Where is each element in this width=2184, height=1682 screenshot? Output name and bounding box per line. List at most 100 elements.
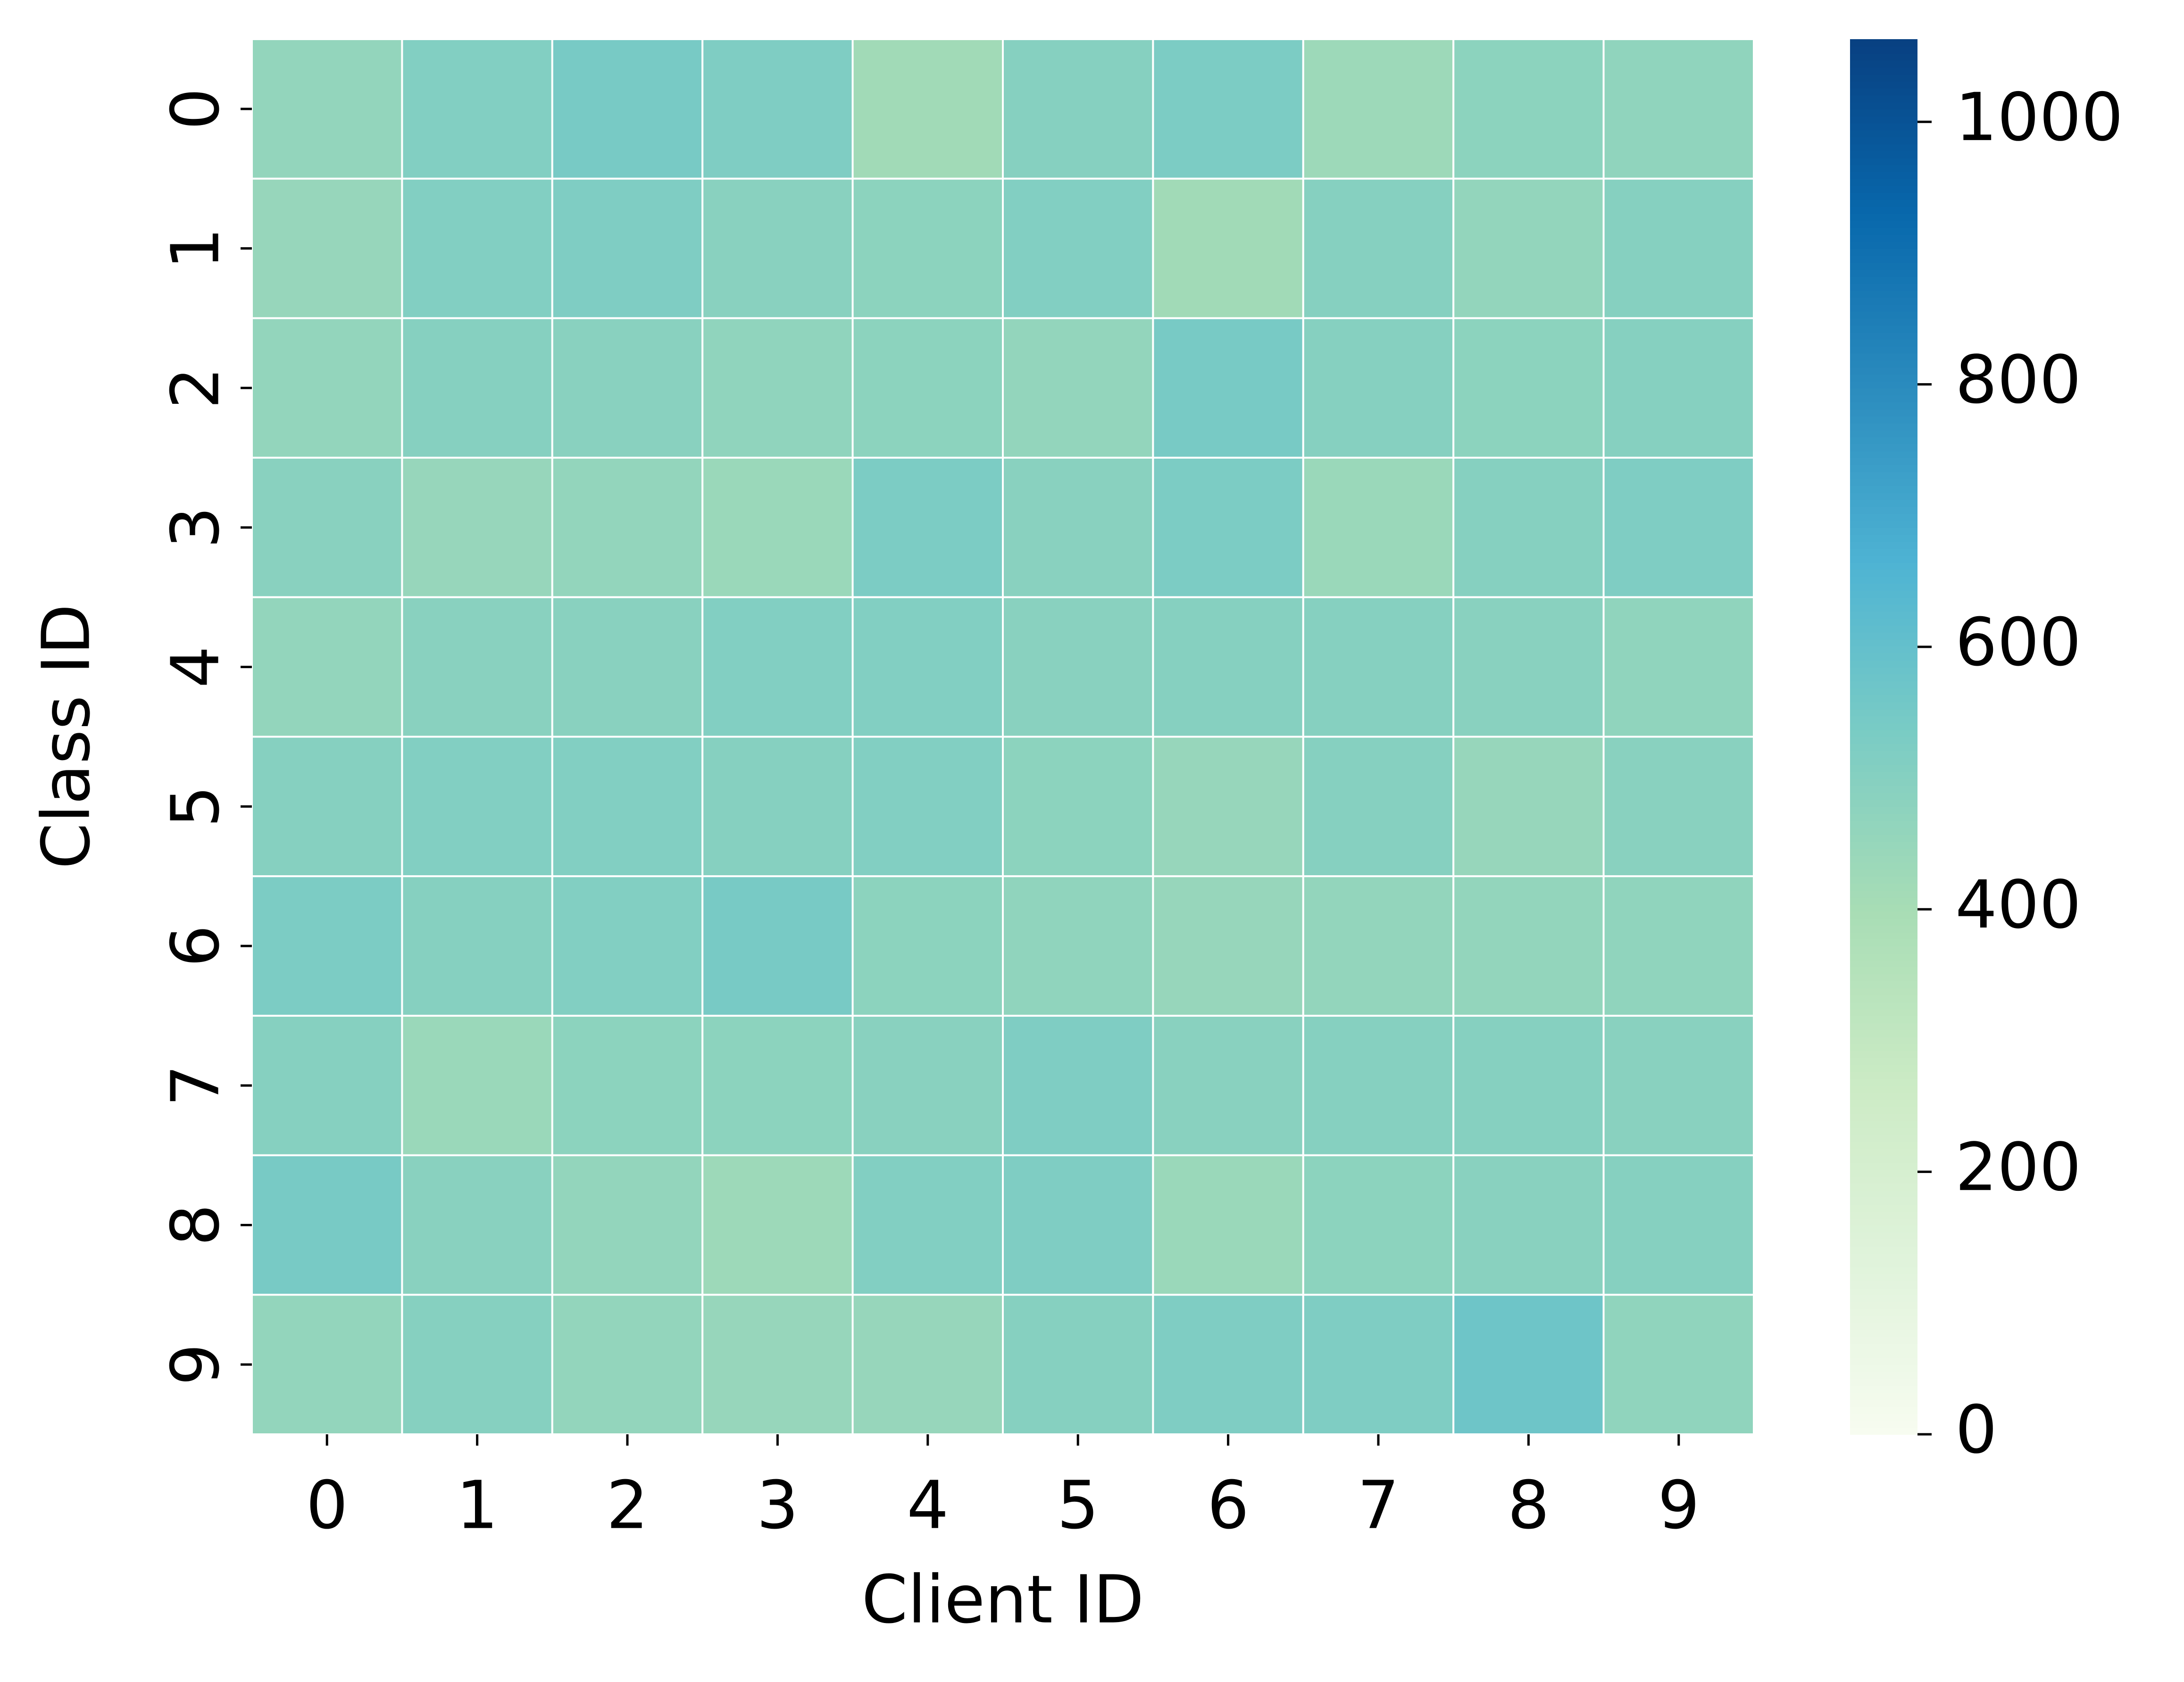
colorbar-segment xyxy=(1850,374,1917,382)
heatmap-cell xyxy=(851,736,1004,878)
colorbar-tick-label: 800 xyxy=(1955,342,2081,418)
colorbar-segment xyxy=(1850,785,1917,793)
colorbar-segment xyxy=(1850,1148,1917,1156)
colorbar-segment xyxy=(1850,778,1917,786)
colorbar-segment xyxy=(1850,569,1917,577)
colorbar-segment xyxy=(1850,409,1917,417)
y-tick-label: 1 xyxy=(158,227,234,269)
colorbar-segment xyxy=(1850,1280,1917,1289)
colorbar-segment xyxy=(1850,234,1917,242)
heatmap-cell xyxy=(1152,38,1304,180)
colorbar-segment xyxy=(1850,660,1917,668)
heatmap-cell xyxy=(1602,457,1755,598)
colorbar-segment xyxy=(1850,74,1917,82)
heatmap-cell xyxy=(251,38,403,180)
heatmap-cell xyxy=(1152,736,1304,878)
colorbar-segment xyxy=(1850,576,1917,584)
colorbar-segment xyxy=(1850,185,1917,193)
heatmap-cell xyxy=(1152,875,1304,1017)
colorbar-segment xyxy=(1850,729,1917,737)
heatmap-cell xyxy=(1602,875,1755,1017)
x-tick-label: 7 xyxy=(1357,1467,1399,1544)
heatmap-cell xyxy=(551,596,704,738)
colorbar-segment xyxy=(1850,60,1917,68)
colorbar-segment xyxy=(1850,143,1917,151)
colorbar-segment xyxy=(1850,1288,1917,1296)
colorbar-segment xyxy=(1850,1267,1917,1274)
colorbar-segment xyxy=(1850,1350,1917,1358)
colorbar-segment xyxy=(1850,1176,1917,1184)
colorbar-segment xyxy=(1850,1218,1917,1226)
colorbar-segment xyxy=(1850,1155,1917,1163)
colorbar-segment xyxy=(1850,722,1917,730)
colorbar-segment xyxy=(1850,695,1917,703)
colorbar-segment xyxy=(1850,674,1917,682)
colorbar-segment xyxy=(1850,192,1917,201)
colorbar-segment xyxy=(1850,1315,1917,1323)
colorbar-segment xyxy=(1850,632,1917,640)
colorbar-segment xyxy=(1850,1385,1917,1393)
heatmap-cell xyxy=(1452,1294,1605,1436)
heatmap-cell xyxy=(1152,596,1304,738)
colorbar-segment xyxy=(1850,534,1917,542)
heatmap-cell xyxy=(701,38,854,180)
heatmap-cell xyxy=(251,596,403,738)
colorbar-segment xyxy=(1850,1197,1917,1205)
colorbar-segment xyxy=(1850,841,1917,849)
colorbar-segment xyxy=(1850,297,1917,305)
x-axis-label: Client ID xyxy=(862,1562,1144,1639)
colorbar-segment xyxy=(1850,353,1917,361)
colorbar-segment xyxy=(1850,206,1917,214)
colorbar-segment xyxy=(1850,1183,1917,1191)
colorbar-segment xyxy=(1850,848,1917,856)
colorbar-segment xyxy=(1850,1092,1917,1100)
colorbar-segment xyxy=(1850,946,1917,954)
colorbar-segment xyxy=(1850,555,1917,563)
colorbar-segment xyxy=(1850,771,1917,779)
colorbar-tick-label: 400 xyxy=(1955,867,2081,944)
heatmap-cell xyxy=(701,457,854,598)
colorbar-segment xyxy=(1850,499,1917,507)
heatmap-cell xyxy=(551,457,704,598)
colorbar-segment xyxy=(1850,332,1917,340)
colorbar-segment xyxy=(1850,1071,1917,1079)
colorbar-segment xyxy=(1850,757,1917,765)
colorbar-segment xyxy=(1850,165,1917,172)
colorbar-segment xyxy=(1850,1044,1917,1051)
y-tick-label: 9 xyxy=(158,1344,234,1386)
heatmap-cell xyxy=(401,596,553,738)
heatmap-cell xyxy=(1452,875,1605,1017)
colorbar-segment xyxy=(1850,213,1917,221)
colorbar-segment xyxy=(1850,1308,1917,1316)
colorbar-segment xyxy=(1850,269,1917,277)
x-tick-label: 8 xyxy=(1508,1467,1550,1544)
heatmap-cell xyxy=(251,875,403,1017)
heatmap-cell xyxy=(1152,1294,1304,1436)
colorbar-segment xyxy=(1850,1273,1917,1281)
heatmap-cell xyxy=(1302,457,1455,598)
colorbar-segment xyxy=(1850,1162,1917,1170)
y-tick-label: 3 xyxy=(158,506,234,548)
colorbar-segment xyxy=(1850,346,1917,354)
colorbar-segment xyxy=(1850,918,1917,926)
colorbar-segment xyxy=(1850,402,1917,410)
colorbar-segment xyxy=(1850,444,1917,452)
colorbar-segment xyxy=(1850,764,1917,772)
colorbar-segment xyxy=(1850,1211,1917,1219)
colorbar-segment xyxy=(1850,876,1917,884)
heatmap-cell xyxy=(1602,596,1755,738)
colorbar-segment xyxy=(1850,974,1917,981)
colorbar-segment xyxy=(1850,744,1917,752)
heatmap-cell xyxy=(551,1014,704,1156)
colorbar-segment xyxy=(1850,1085,1917,1093)
y-tick-label: 8 xyxy=(158,1204,234,1246)
heatmap-cell xyxy=(401,317,553,459)
colorbar-segment xyxy=(1850,1134,1917,1142)
heatmap-cell xyxy=(851,596,1004,738)
colorbar-segment xyxy=(1850,1413,1917,1421)
heatmap-cell xyxy=(551,736,704,878)
colorbar-segment xyxy=(1850,625,1917,633)
heatmap-cell xyxy=(851,1014,1004,1156)
colorbar-segment xyxy=(1850,820,1917,828)
heatmap-cell xyxy=(551,317,704,459)
